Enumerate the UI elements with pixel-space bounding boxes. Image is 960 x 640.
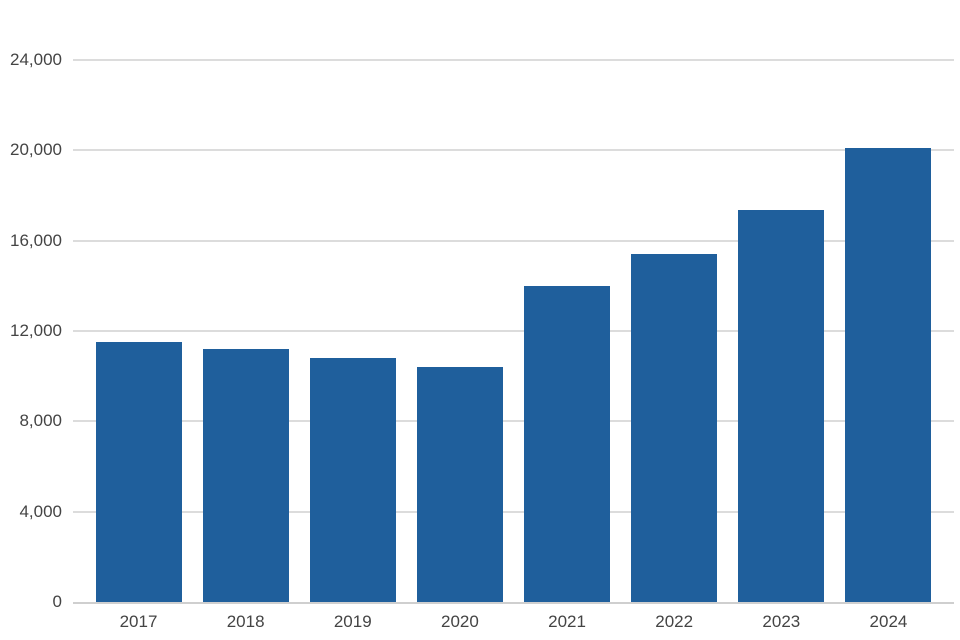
bar-2022[interactable] bbox=[631, 254, 718, 602]
y-axis-tick-label: 24,000 bbox=[10, 50, 62, 69]
y-axis-tick-label: 8,000 bbox=[19, 411, 62, 431]
bar-2021[interactable] bbox=[524, 285, 611, 602]
gridline bbox=[73, 239, 954, 242]
x-axis-tick-label: 2019 bbox=[333, 612, 372, 631]
gridline bbox=[73, 330, 954, 332]
x-axis-tick-label: 2018 bbox=[226, 612, 265, 631]
x-axis-tick-label: 2021 bbox=[548, 612, 586, 631]
gridline bbox=[73, 420, 954, 423]
bar-2017[interactable] bbox=[95, 342, 182, 602]
x-axis-tick-label: 2020 bbox=[440, 612, 479, 631]
gridline bbox=[73, 59, 954, 61]
x-axis-line bbox=[73, 602, 954, 604]
x-axis-tick-label: 2024 bbox=[869, 612, 908, 631]
x-axis-tick-label: 2023 bbox=[762, 612, 801, 631]
bar-2023[interactable] bbox=[738, 210, 825, 602]
y-axis-tick-label: 4,000 bbox=[19, 501, 62, 521]
bar-2024[interactable] bbox=[845, 148, 932, 602]
y-axis-tick-label: 0 bbox=[52, 592, 62, 611]
gridline bbox=[73, 510, 954, 513]
y-axis-tick-label: 20,000 bbox=[10, 140, 62, 160]
x-axis-tick-label: 2022 bbox=[655, 612, 694, 631]
gridline bbox=[73, 149, 954, 152]
x-axis-tick-label: 2017 bbox=[119, 612, 158, 631]
bar-2020[interactable] bbox=[416, 367, 503, 602]
y-axis-tick-label: 12,000 bbox=[10, 321, 62, 340]
bar-2019[interactable] bbox=[309, 358, 396, 602]
bar-2018[interactable] bbox=[202, 349, 289, 602]
y-axis-tick-label: 16,000 bbox=[10, 230, 62, 250]
